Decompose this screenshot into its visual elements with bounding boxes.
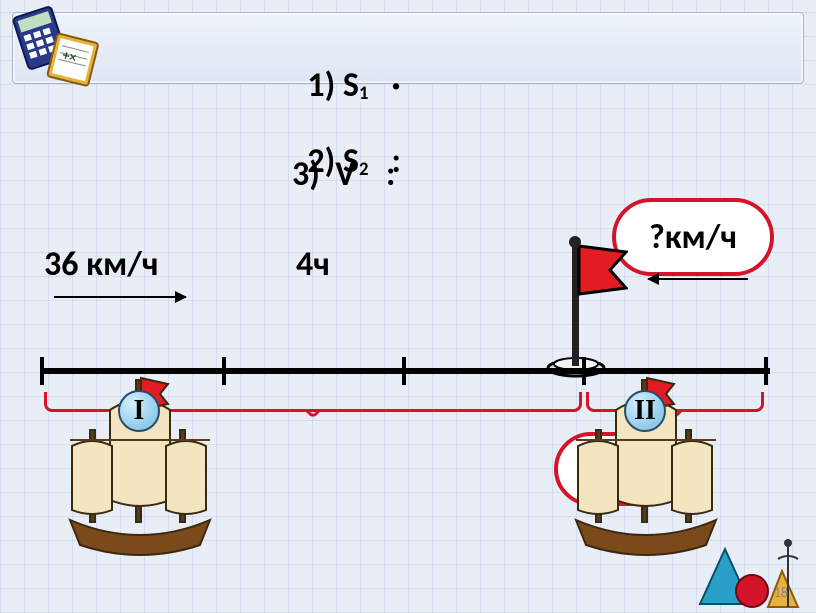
equation-1: 1) S1 · (292, 24, 401, 106)
title-bar (12, 12, 804, 84)
number-line-tick (40, 357, 44, 385)
equation-3: 3) V : (292, 154, 395, 195)
arrow-left-ship (54, 296, 186, 298)
ship-1-badge: I (118, 390, 160, 432)
calculator-notebook-icon: +× (4, 4, 100, 92)
number-line-tick (402, 357, 406, 385)
ship-2-badge: II (624, 390, 666, 432)
geometry-shapes-icon (690, 529, 810, 609)
roman-2-text: II (634, 395, 656, 427)
roman-1-text: I (134, 395, 145, 427)
number-line-tick (764, 357, 768, 385)
speed-right-bubble: ?км/ч (612, 198, 774, 276)
page-number: 18 (774, 584, 788, 601)
speed-right-text: ?км/ч (649, 217, 737, 258)
speed-left-label: 36 км/ч (44, 244, 158, 285)
ship-1-icon (50, 350, 230, 570)
arrow-right-ship (648, 278, 748, 280)
time-label: 4ч (296, 244, 330, 285)
